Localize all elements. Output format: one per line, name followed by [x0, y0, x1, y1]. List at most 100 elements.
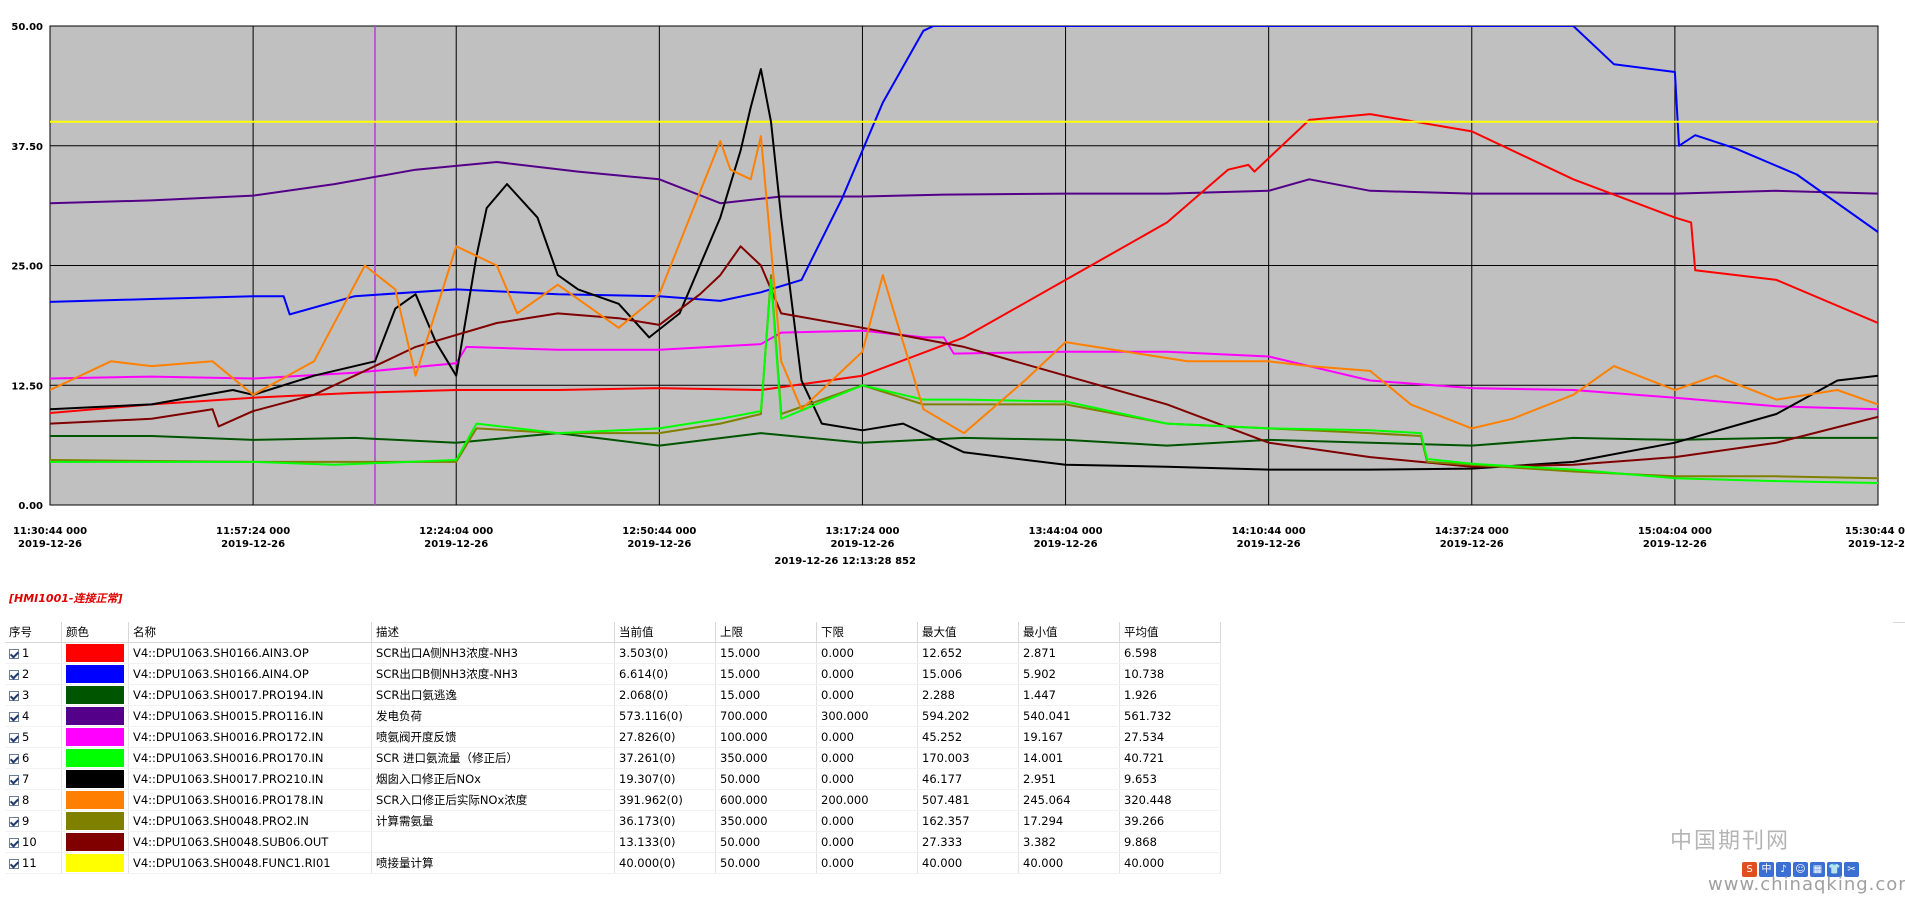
- ime-lang-icon[interactable]: 中: [1759, 862, 1774, 877]
- row-color-cell[interactable]: [61, 831, 129, 853]
- watermark-text: 中国期刊网: [1670, 829, 1791, 854]
- series-line-series_5: [50, 329, 1878, 411]
- ime-logo-icon[interactable]: S: [1742, 862, 1757, 877]
- header-current[interactable]: 当前值: [614, 622, 716, 643]
- y-tick-label: 12.50: [11, 381, 43, 392]
- row-color-cell[interactable]: [61, 663, 129, 685]
- color-swatch[interactable]: [66, 833, 124, 851]
- checkbox-icon[interactable]: [9, 648, 19, 659]
- row-index-cell[interactable]: 2: [5, 663, 62, 685]
- color-swatch[interactable]: [66, 665, 124, 683]
- x-tick-date: 2019-12-26: [1034, 539, 1098, 550]
- checkbox-icon[interactable]: [9, 774, 19, 785]
- row-index-cell[interactable]: 6: [5, 747, 62, 769]
- legend-row[interactable]: 3 V4::DPU1063.SH0017.PRO194.IN SCR出口氨逃逸 2.0…: [5, 684, 1221, 706]
- checkbox-icon[interactable]: [9, 690, 19, 701]
- row-name: V4::DPU1063.SH0016.PRO178.IN: [128, 789, 372, 811]
- header-upper-limit[interactable]: 上限: [715, 622, 817, 643]
- legend-row[interactable]: 10 V4::DPU1063.SH0048.SUB06.OUT 13.133(0) 5…: [5, 831, 1221, 853]
- color-swatch[interactable]: [66, 644, 124, 662]
- row-max: 45.252: [917, 726, 1019, 748]
- row-index-cell[interactable]: 11: [5, 852, 62, 874]
- checkbox-icon[interactable]: [9, 732, 19, 743]
- color-swatch[interactable]: [66, 770, 124, 788]
- checkbox-icon[interactable]: [9, 753, 19, 764]
- row-index-cell[interactable]: 7: [5, 768, 62, 790]
- legend-row[interactable]: 1 V4::DPU1063.SH0166.AIN3.OP SCR出口A侧NH3浓度-…: [5, 642, 1221, 664]
- ime-keyboard-icon[interactable]: ▦: [1810, 862, 1825, 877]
- legend-row[interactable]: 11 V4::DPU1063.SH0048.FUNC1.RI01 喷接量计算 40.0…: [5, 852, 1221, 874]
- row-color-cell[interactable]: [61, 810, 129, 832]
- series-line-series_1: [50, 113, 1878, 414]
- series-line-series_8: [50, 135, 1878, 435]
- ime-sound-icon[interactable]: ♪: [1776, 862, 1791, 877]
- checkbox-icon[interactable]: [9, 816, 19, 827]
- row-current: 37.261(0): [614, 747, 716, 769]
- row-current: 19.307(0): [614, 768, 716, 790]
- legend-row[interactable]: 7 V4::DPU1063.SH0017.PRO210.IN 烟囱入口修正后NOx 1…: [5, 768, 1221, 790]
- row-color-cell[interactable]: [61, 789, 129, 811]
- x-tick-date: 2019-12-26: [1440, 539, 1504, 550]
- row-upper-limit: 50.000: [715, 768, 817, 790]
- row-index-cell[interactable]: 1: [5, 642, 62, 664]
- row-index-cell[interactable]: 9: [5, 810, 62, 832]
- row-upper-limit: 15.000: [715, 642, 817, 664]
- checkbox-icon[interactable]: [9, 711, 19, 722]
- header-avg[interactable]: 平均值: [1119, 622, 1221, 643]
- legend-row[interactable]: 5 V4::DPU1063.SH0016.PRO172.IN 喷氨阀开度反馈 27.8…: [5, 726, 1221, 748]
- row-color-cell[interactable]: [61, 705, 129, 727]
- header-index[interactable]: 序号: [5, 622, 62, 643]
- legend-row[interactable]: 8 V4::DPU1063.SH0016.PRO178.IN SCR入口修正后实际N…: [5, 789, 1221, 811]
- legend-row[interactable]: 9 V4::DPU1063.SH0048.PRO2.IN 计算需氨量 36.173(0…: [5, 810, 1221, 832]
- row-index-cell[interactable]: 4: [5, 705, 62, 727]
- color-swatch[interactable]: [66, 854, 124, 872]
- header-name[interactable]: 名称: [128, 622, 372, 643]
- checkbox-icon[interactable]: [9, 795, 19, 806]
- row-max: 170.003: [917, 747, 1019, 769]
- header-color[interactable]: 颜色: [61, 622, 129, 643]
- trend-chart-svg: 0.00 12.50 25.00 37.50 50.00 11:30:44 000 2019…: [11, 22, 1905, 567]
- row-index-cell[interactable]: 5: [5, 726, 62, 748]
- x-tick-date: 2019-12-26: [627, 539, 691, 550]
- row-avg: 9.653: [1119, 768, 1221, 790]
- row-lower-limit: 0.000: [816, 810, 918, 832]
- color-swatch[interactable]: [66, 812, 124, 830]
- header-description[interactable]: 描述: [371, 622, 615, 643]
- checkbox-icon[interactable]: [9, 858, 19, 869]
- checkbox-icon[interactable]: [9, 837, 19, 848]
- row-color-cell[interactable]: [61, 642, 129, 664]
- color-swatch[interactable]: [66, 686, 124, 704]
- legend-row[interactable]: 4 V4::DPU1063.SH0015.PRO116.IN 发电负荷 573.116…: [5, 705, 1221, 727]
- row-color-cell[interactable]: [61, 852, 129, 874]
- header-min[interactable]: 最小值: [1018, 622, 1120, 643]
- row-avg: 6.598: [1119, 642, 1221, 664]
- series-line-series_3: [50, 432, 1878, 447]
- ime-emoji-icon[interactable]: ☺: [1793, 862, 1808, 877]
- ime-skin-icon[interactable]: 👕: [1827, 862, 1842, 877]
- row-lower-limit: 0.000: [816, 663, 918, 685]
- header-max[interactable]: 最大值: [917, 622, 1019, 643]
- row-index: 10: [22, 835, 37, 849]
- row-color-cell[interactable]: [61, 768, 129, 790]
- color-swatch[interactable]: [66, 791, 124, 809]
- row-color-cell[interactable]: [61, 726, 129, 748]
- header-lower-limit[interactable]: 下限: [816, 622, 918, 643]
- row-color-cell[interactable]: [61, 747, 129, 769]
- legend-row[interactable]: 6 V4::DPU1063.SH0016.PRO170.IN SCR 进口氨流量（修…: [5, 747, 1221, 769]
- row-name: V4::DPU1063.SH0166.AIN4.OP: [128, 663, 372, 685]
- row-color-cell[interactable]: [61, 684, 129, 706]
- row-description: SCR 进口氨流量（修正后）: [371, 747, 615, 769]
- color-swatch[interactable]: [66, 749, 124, 767]
- checkbox-icon[interactable]: [9, 669, 19, 680]
- row-index-cell[interactable]: 8: [5, 789, 62, 811]
- row-description: 喷氨阀开度反馈: [371, 726, 615, 748]
- row-index-cell[interactable]: 10: [5, 831, 62, 853]
- row-current: 27.826(0): [614, 726, 716, 748]
- x-tick-time: 11:30:44 000: [13, 526, 87, 537]
- color-swatch[interactable]: [66, 707, 124, 725]
- legend-row[interactable]: 2 V4::DPU1063.SH0166.AIN4.OP SCR出口B侧NH3浓度-…: [5, 663, 1221, 685]
- row-avg: 10.738: [1119, 663, 1221, 685]
- ime-tools-icon[interactable]: ✂: [1844, 862, 1859, 877]
- color-swatch[interactable]: [66, 728, 124, 746]
- row-index-cell[interactable]: 3: [5, 684, 62, 706]
